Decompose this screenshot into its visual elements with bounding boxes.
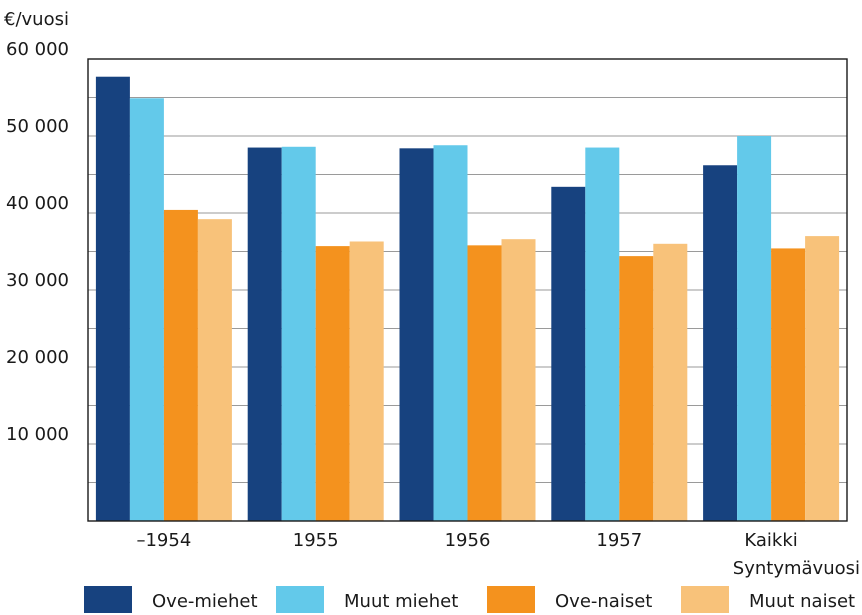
bar (585, 147, 620, 522)
legend-label: Muut miehet (344, 591, 458, 612)
x-tick-label: Kaikki (744, 530, 797, 551)
plot-frame (87, 58, 848, 522)
bar (653, 243, 688, 522)
y-axis-ticks: 10 000 20 000 30 000 40 000 50 000 60 000 (6, 39, 69, 445)
legend-item: Ove-naiset (487, 586, 652, 613)
legend-item: Muut naiset (681, 586, 855, 613)
bar (433, 145, 468, 522)
legend-item: Ove-miehet (84, 586, 258, 613)
legend-swatch (681, 586, 729, 613)
y-tick-label: 60 000 (6, 39, 69, 60)
bar (501, 239, 536, 521)
bar (163, 209, 198, 522)
bar (771, 248, 806, 522)
legend-swatch (276, 586, 324, 613)
y-tick-label: 30 000 (6, 270, 69, 291)
bar (95, 76, 130, 522)
series-muut-miehet (129, 98, 772, 522)
bar (399, 148, 434, 521)
x-axis-label: Syntymävuosi (733, 558, 860, 579)
series-ove-naiset (163, 209, 806, 522)
bar (805, 236, 840, 521)
legend: Ove-miehet Muut miehet Ove-naiset Muut nais… (84, 586, 855, 613)
bar (619, 256, 654, 521)
bar (467, 245, 502, 521)
bar (129, 98, 164, 522)
bars (95, 76, 840, 522)
x-tick-label: –1954 (136, 530, 191, 551)
bar (703, 165, 738, 521)
legend-label: Ove-naiset (555, 591, 652, 612)
x-axis-ticks: –1954 1955 1956 1957 Kaikki (136, 530, 797, 551)
plot-border (87, 58, 848, 522)
x-tick-label: 1955 (293, 530, 339, 551)
legend-item: Muut miehet (276, 586, 458, 613)
bar (247, 147, 282, 522)
series-ove-miehet (95, 76, 738, 522)
bar (197, 219, 232, 521)
bar (349, 241, 384, 522)
bar (281, 146, 316, 521)
bar (737, 136, 772, 521)
bar (315, 246, 350, 522)
y-tick-label: 50 000 (6, 116, 69, 137)
legend-label: Muut naiset (749, 591, 855, 612)
y-tick-label: 10 000 (6, 424, 69, 445)
series-muut-naiset (197, 219, 840, 522)
y-tick-label: 40 000 (6, 193, 69, 214)
x-tick-label: 1957 (596, 530, 642, 551)
legend-swatch (487, 586, 535, 613)
x-tick-label: 1956 (445, 530, 491, 551)
bar (551, 186, 586, 521)
y-tick-label: 20 000 (6, 347, 69, 368)
y-axis-label: €/vuosi (4, 9, 69, 30)
legend-label: Ove-miehet (152, 591, 258, 612)
legend-swatch (84, 586, 132, 613)
